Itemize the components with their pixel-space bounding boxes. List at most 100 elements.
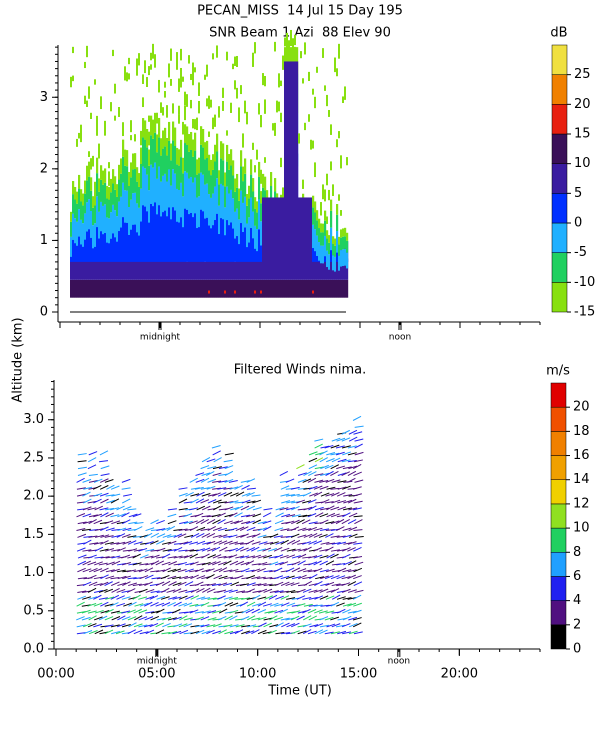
barb: [195, 532, 205, 538]
barb: [251, 629, 260, 635]
barb: [212, 450, 221, 456]
barb: [190, 532, 200, 538]
snr-cell: [236, 187, 239, 209]
snr-cell: [108, 162, 110, 169]
snr-cell: [236, 55, 238, 68]
snr-cell: [72, 213, 75, 240]
barb: [190, 487, 200, 490]
barb: [308, 589, 318, 593]
snr-cell: [224, 290, 226, 294]
barb: [223, 520, 233, 525]
barb: [160, 596, 170, 600]
barb: [106, 484, 115, 490]
snr-cell: [300, 279, 303, 298]
snr-cell: [324, 235, 327, 257]
barb: [336, 562, 346, 566]
barb: [212, 487, 222, 490]
barb: [342, 527, 352, 532]
barb: [308, 451, 318, 456]
barb: [347, 581, 357, 587]
barb: [145, 611, 155, 614]
snr-cell: [152, 167, 155, 207]
barb: [138, 596, 148, 600]
barb: [319, 519, 329, 525]
barb: [290, 486, 300, 490]
barb: [251, 563, 261, 566]
snr-cell: [312, 243, 315, 262]
snr-cell: [258, 103, 260, 115]
barb: [252, 528, 262, 532]
barb: [235, 491, 245, 497]
snr-cell: [120, 173, 123, 197]
barb: [189, 603, 199, 607]
barb: [127, 569, 137, 573]
barb: [122, 506, 132, 511]
barb: [274, 609, 284, 614]
barb: [348, 429, 358, 435]
barb: [122, 575, 131, 580]
barb: [280, 493, 290, 497]
snr-cell: [132, 193, 135, 225]
snr-cell: [136, 167, 139, 182]
barb: [195, 498, 205, 504]
snr-cell: [106, 198, 109, 218]
snr-cell: [228, 257, 231, 280]
snr-cell: [332, 255, 335, 271]
snr-cell: [200, 196, 203, 262]
snr-cell: [314, 255, 317, 280]
barb: [308, 471, 317, 476]
colorbar-tick-label: 6: [573, 569, 581, 584]
snr-cell: [252, 228, 255, 262]
barb: [313, 554, 323, 559]
barb: [307, 513, 317, 518]
snr-cell: [244, 196, 247, 228]
snr-cell: [238, 200, 241, 220]
snr-cell: [76, 203, 79, 222]
barb: [94, 561, 103, 566]
barb: [104, 603, 114, 607]
snr-cell: [290, 61, 293, 277]
barb: [337, 486, 347, 490]
barb: [77, 577, 87, 580]
barb: [201, 515, 211, 518]
barb: [111, 587, 120, 593]
barb: [219, 546, 228, 552]
barb: [325, 595, 335, 600]
barb: [330, 452, 340, 456]
snr-cell: [178, 115, 180, 124]
barb: [274, 527, 284, 532]
snr-cell: [202, 257, 205, 280]
barb: [88, 451, 98, 456]
barb: [324, 464, 334, 470]
barb: [309, 492, 318, 497]
barb: [207, 478, 217, 483]
barb: [342, 603, 352, 607]
barb: [257, 521, 267, 525]
snr-cell: [138, 173, 141, 187]
barb: [178, 507, 188, 511]
barb: [229, 602, 239, 607]
snr-cell: [98, 191, 101, 212]
barb: [183, 623, 193, 628]
barb: [246, 615, 256, 621]
barb: [168, 596, 177, 600]
barb: [246, 601, 256, 607]
snr-cell: [322, 223, 325, 233]
barb: [212, 527, 222, 532]
snr-cell: [196, 174, 199, 198]
snr-cell: [340, 237, 343, 251]
colorbar-band: [551, 104, 568, 135]
barb: [83, 539, 92, 545]
barb: [314, 506, 324, 511]
snr-cell: [170, 185, 173, 220]
snr-cell: [214, 114, 216, 124]
barb: [286, 589, 296, 593]
barb: [234, 629, 244, 635]
barb: [218, 608, 228, 614]
snr-cell: [200, 256, 203, 280]
snr-cell: [106, 217, 109, 243]
snr-cell: [124, 211, 127, 262]
snr-cell: [198, 173, 201, 197]
barb: [245, 608, 255, 614]
barb: [196, 505, 206, 511]
